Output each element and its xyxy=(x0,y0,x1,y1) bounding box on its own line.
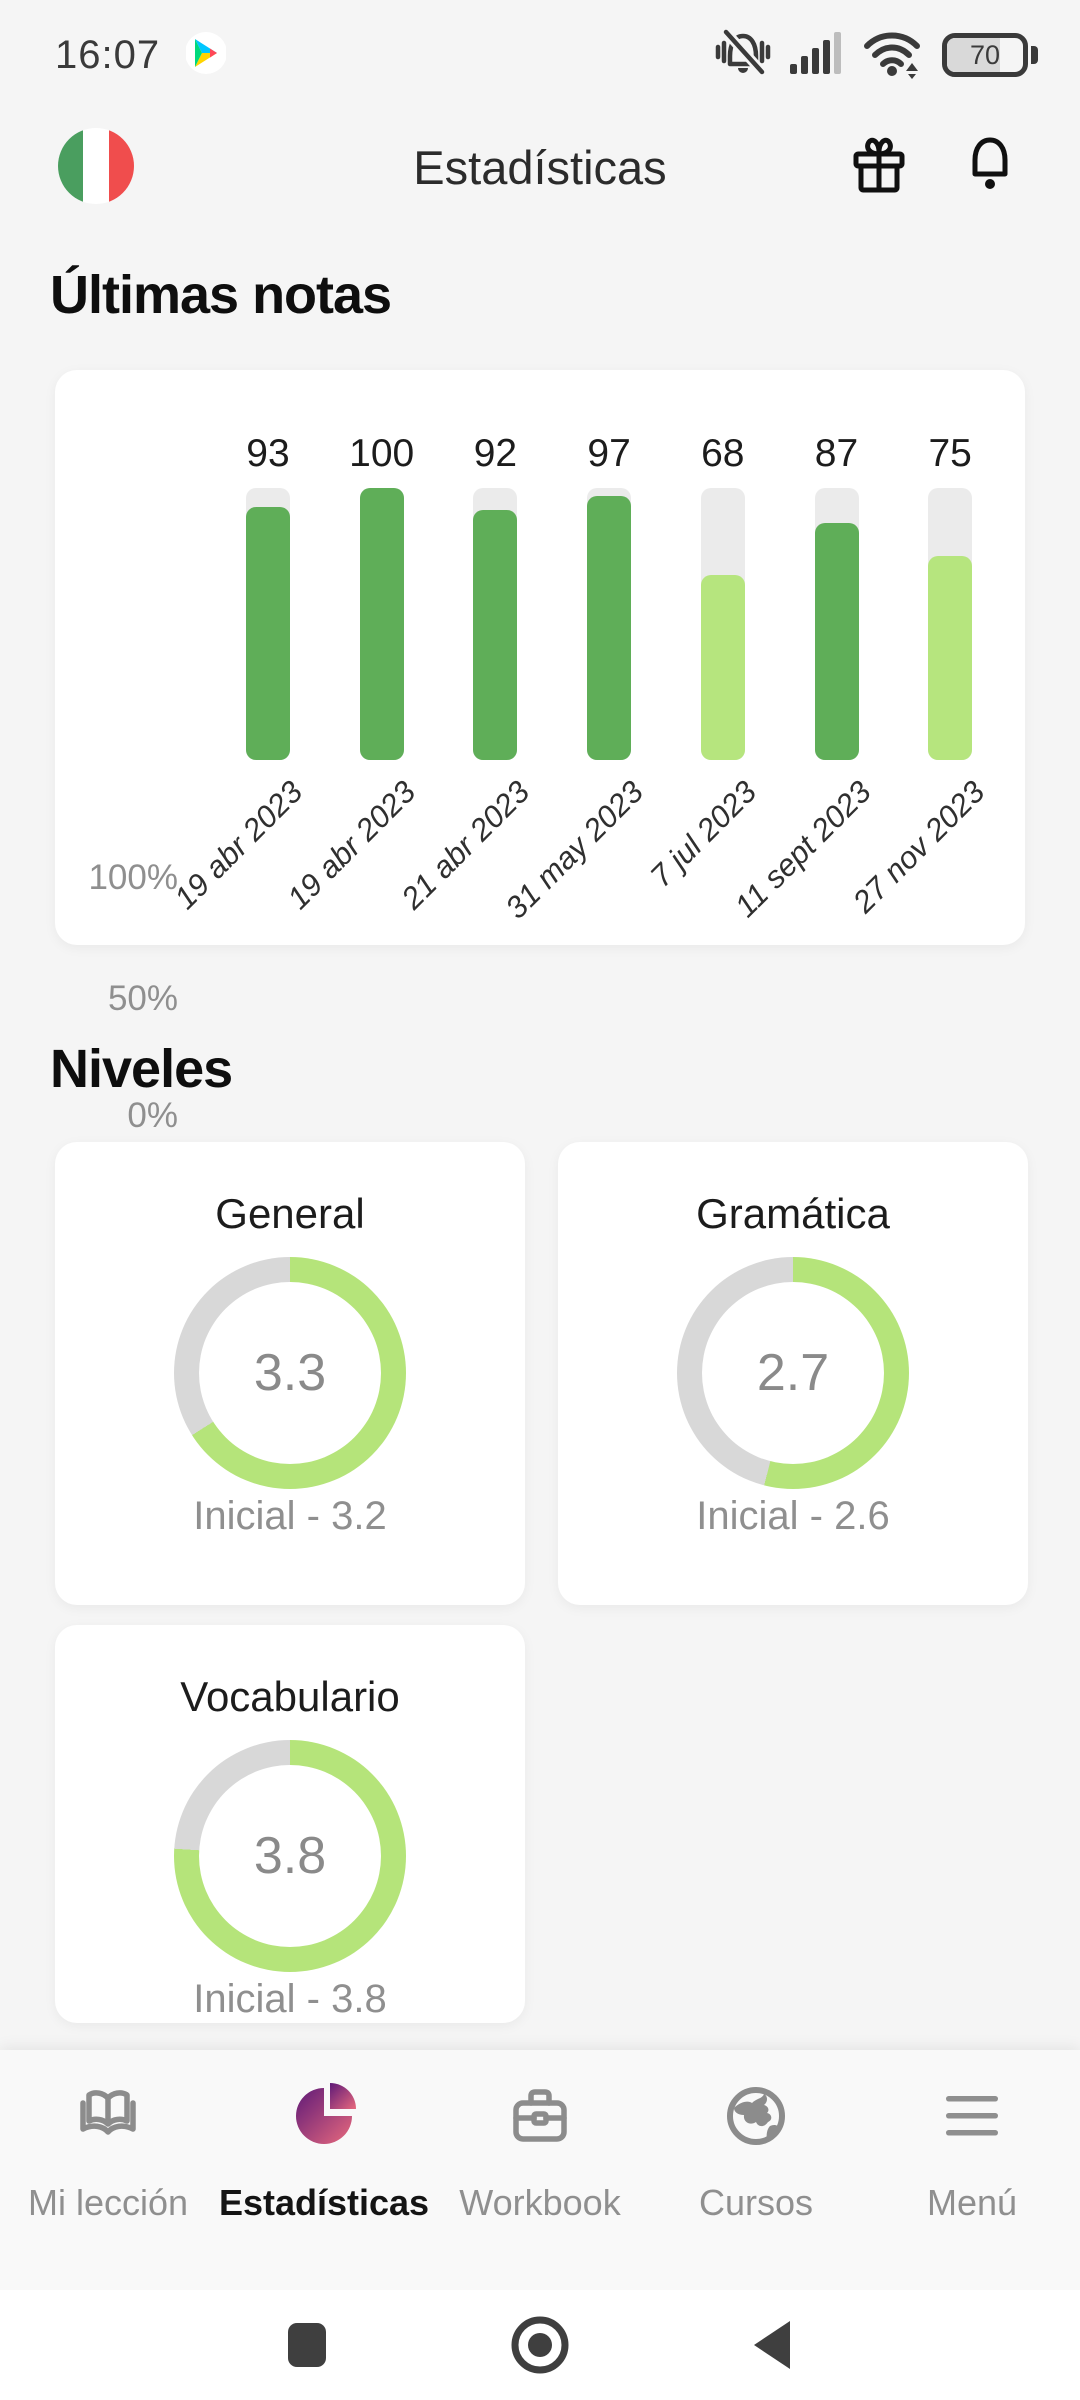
level-title: General xyxy=(215,1190,365,1237)
nav-item-menu[interactable]: Menú xyxy=(864,2050,1080,2290)
level-card-vocabulario[interactable]: Vocabulario 3.8 Inicial - 3.8 xyxy=(55,1625,525,2023)
bar-fill[interactable] xyxy=(814,523,859,760)
bar-fill[interactable] xyxy=(246,507,290,760)
nav-label: Workbook xyxy=(459,2182,621,2223)
level-card-general[interactable]: General 3.3 Inicial - 3.2 xyxy=(55,1142,525,1605)
bar-value-label: 75 xyxy=(928,432,972,475)
bar-fill[interactable] xyxy=(359,488,404,760)
level-title: Vocabulario xyxy=(180,1673,400,1720)
nav-label: Cursos xyxy=(698,2182,814,2223)
level-title: Gramática xyxy=(696,1190,890,1237)
grades-chart-card: 100% 50% 0% 93 19 abr 2023 100 19 abr 2023 9… xyxy=(55,370,1025,1135)
battery-indicator: 70 xyxy=(942,33,1038,77)
battery-fill xyxy=(947,38,1001,72)
ringer-muted-icon xyxy=(714,26,772,85)
briefcase-icon xyxy=(508,2078,572,2154)
recents-square-icon[interactable] xyxy=(247,2290,367,2400)
play-store-icon xyxy=(185,31,228,80)
nav-label: Mi lección xyxy=(27,2182,189,2223)
book-icon xyxy=(75,2078,141,2154)
page-title: Estadísticas xyxy=(413,141,667,194)
wifi-icon xyxy=(862,27,924,84)
bottom-nav: Mi lección Estadísticas xyxy=(0,2050,1080,2290)
globe-icon xyxy=(724,2078,788,2154)
signal-icon xyxy=(790,28,844,83)
back-triangle-icon[interactable] xyxy=(712,2290,832,2400)
bar-date-label: 7 jul 2023 xyxy=(643,774,764,894)
level-progress-ring: 2.7 xyxy=(677,1257,909,1489)
bar-value-label: 100 xyxy=(349,432,415,475)
level-card-gramática[interactable]: Gramática 2.7 Inicial - 2.6 xyxy=(558,1142,1028,1605)
bar-value-label: 97 xyxy=(587,432,631,475)
android-nav-bar xyxy=(0,2290,1080,2400)
battery-percent: 70 xyxy=(969,39,1001,70)
level-progress-ring: 3.3 xyxy=(174,1257,406,1489)
level-initial-caption: Inicial - 3.2 xyxy=(193,1494,387,1538)
level-value: 2.7 xyxy=(756,1344,830,1402)
level-value: 3.3 xyxy=(253,1344,327,1402)
clock: 16:07 xyxy=(55,32,161,77)
nav-item-estadisticas[interactable]: Estadísticas xyxy=(216,2050,432,2290)
gift-icon[interactable] xyxy=(848,132,910,201)
home-circle-icon[interactable] xyxy=(480,2290,600,2400)
levels-heading: Niveles xyxy=(50,1039,233,1099)
nav-item-cursos[interactable]: Cursos xyxy=(648,2050,864,2290)
grades-heading: Últimas notas xyxy=(50,265,392,325)
app-header: Estadísticas xyxy=(0,118,1080,218)
level-initial-caption: Inicial - 2.6 xyxy=(696,1494,890,1538)
bar-fill[interactable] xyxy=(473,510,518,760)
bar-fill[interactable] xyxy=(928,556,973,760)
bar-value-label: 92 xyxy=(473,432,518,475)
ytick-100: 100% xyxy=(88,858,178,897)
grades-chart-area: 100% 50% 0% 93 19 abr 2023 100 19 abr 2023 9… xyxy=(55,370,1025,1135)
bell-icon[interactable] xyxy=(962,132,1018,201)
bar-fill[interactable] xyxy=(700,575,745,760)
ytick-50: 50% xyxy=(107,979,178,1018)
nav-item-mi-leccion[interactable]: Mi lección xyxy=(0,2050,216,2290)
ytick-0: 0% xyxy=(127,1096,178,1135)
level-initial-caption: Inicial - 3.8 xyxy=(193,1977,387,2021)
nav-label: Menú xyxy=(926,2182,1018,2223)
nav-label: Estadísticas xyxy=(218,2182,430,2223)
level-value: 3.8 xyxy=(253,1827,327,1885)
bar-value-label: 68 xyxy=(701,432,745,475)
bar-value-label: 87 xyxy=(814,432,859,475)
status-bar: 16:07 xyxy=(0,0,1080,100)
nav-item-workbook[interactable]: Workbook xyxy=(432,2050,648,2290)
bar-fill[interactable] xyxy=(587,496,632,760)
pie-chart-icon xyxy=(289,2078,359,2154)
menu-icon xyxy=(943,2078,1001,2154)
level-progress-ring: 3.8 xyxy=(174,1740,406,1972)
bar-value-label: 93 xyxy=(246,432,290,475)
